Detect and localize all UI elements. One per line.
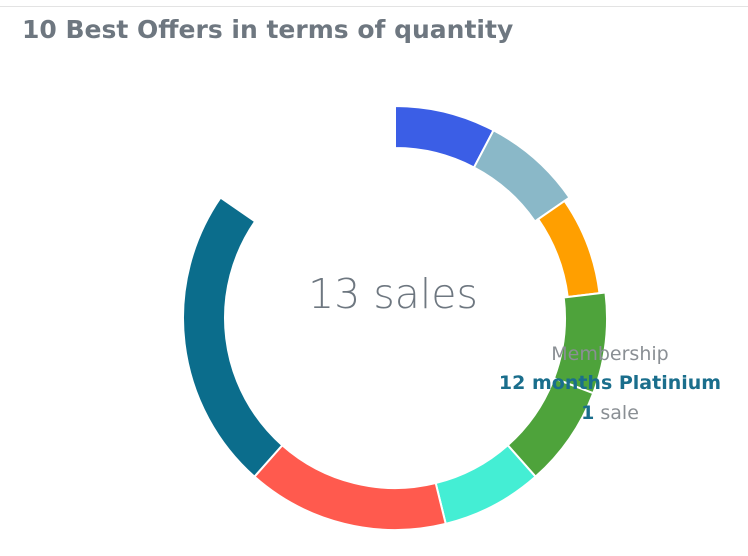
- total-sales-label: 13 sales: [243, 270, 543, 318]
- widget-title: 10 Best Offers in terms of quantity: [22, 15, 514, 44]
- total-sales-count: 13: [308, 270, 361, 318]
- top-divider: [0, 6, 748, 7]
- donut-slice-10[interactable]: [182, 196, 284, 479]
- tooltip-unit: sale: [600, 402, 639, 424]
- tooltip-count: 1: [581, 402, 595, 424]
- chart-tooltip: Membership 12 months Platinium 1 sale: [480, 340, 740, 428]
- total-sales-unit: sales: [373, 270, 478, 318]
- tooltip-count-line: 1 sale: [480, 398, 740, 428]
- tooltip-category: Membership: [551, 343, 669, 365]
- donut-slice-9[interactable]: [253, 443, 447, 531]
- tooltip-offer-name: 12 months Platinium: [498, 372, 722, 394]
- donut-slice-3[interactable]: [536, 199, 601, 299]
